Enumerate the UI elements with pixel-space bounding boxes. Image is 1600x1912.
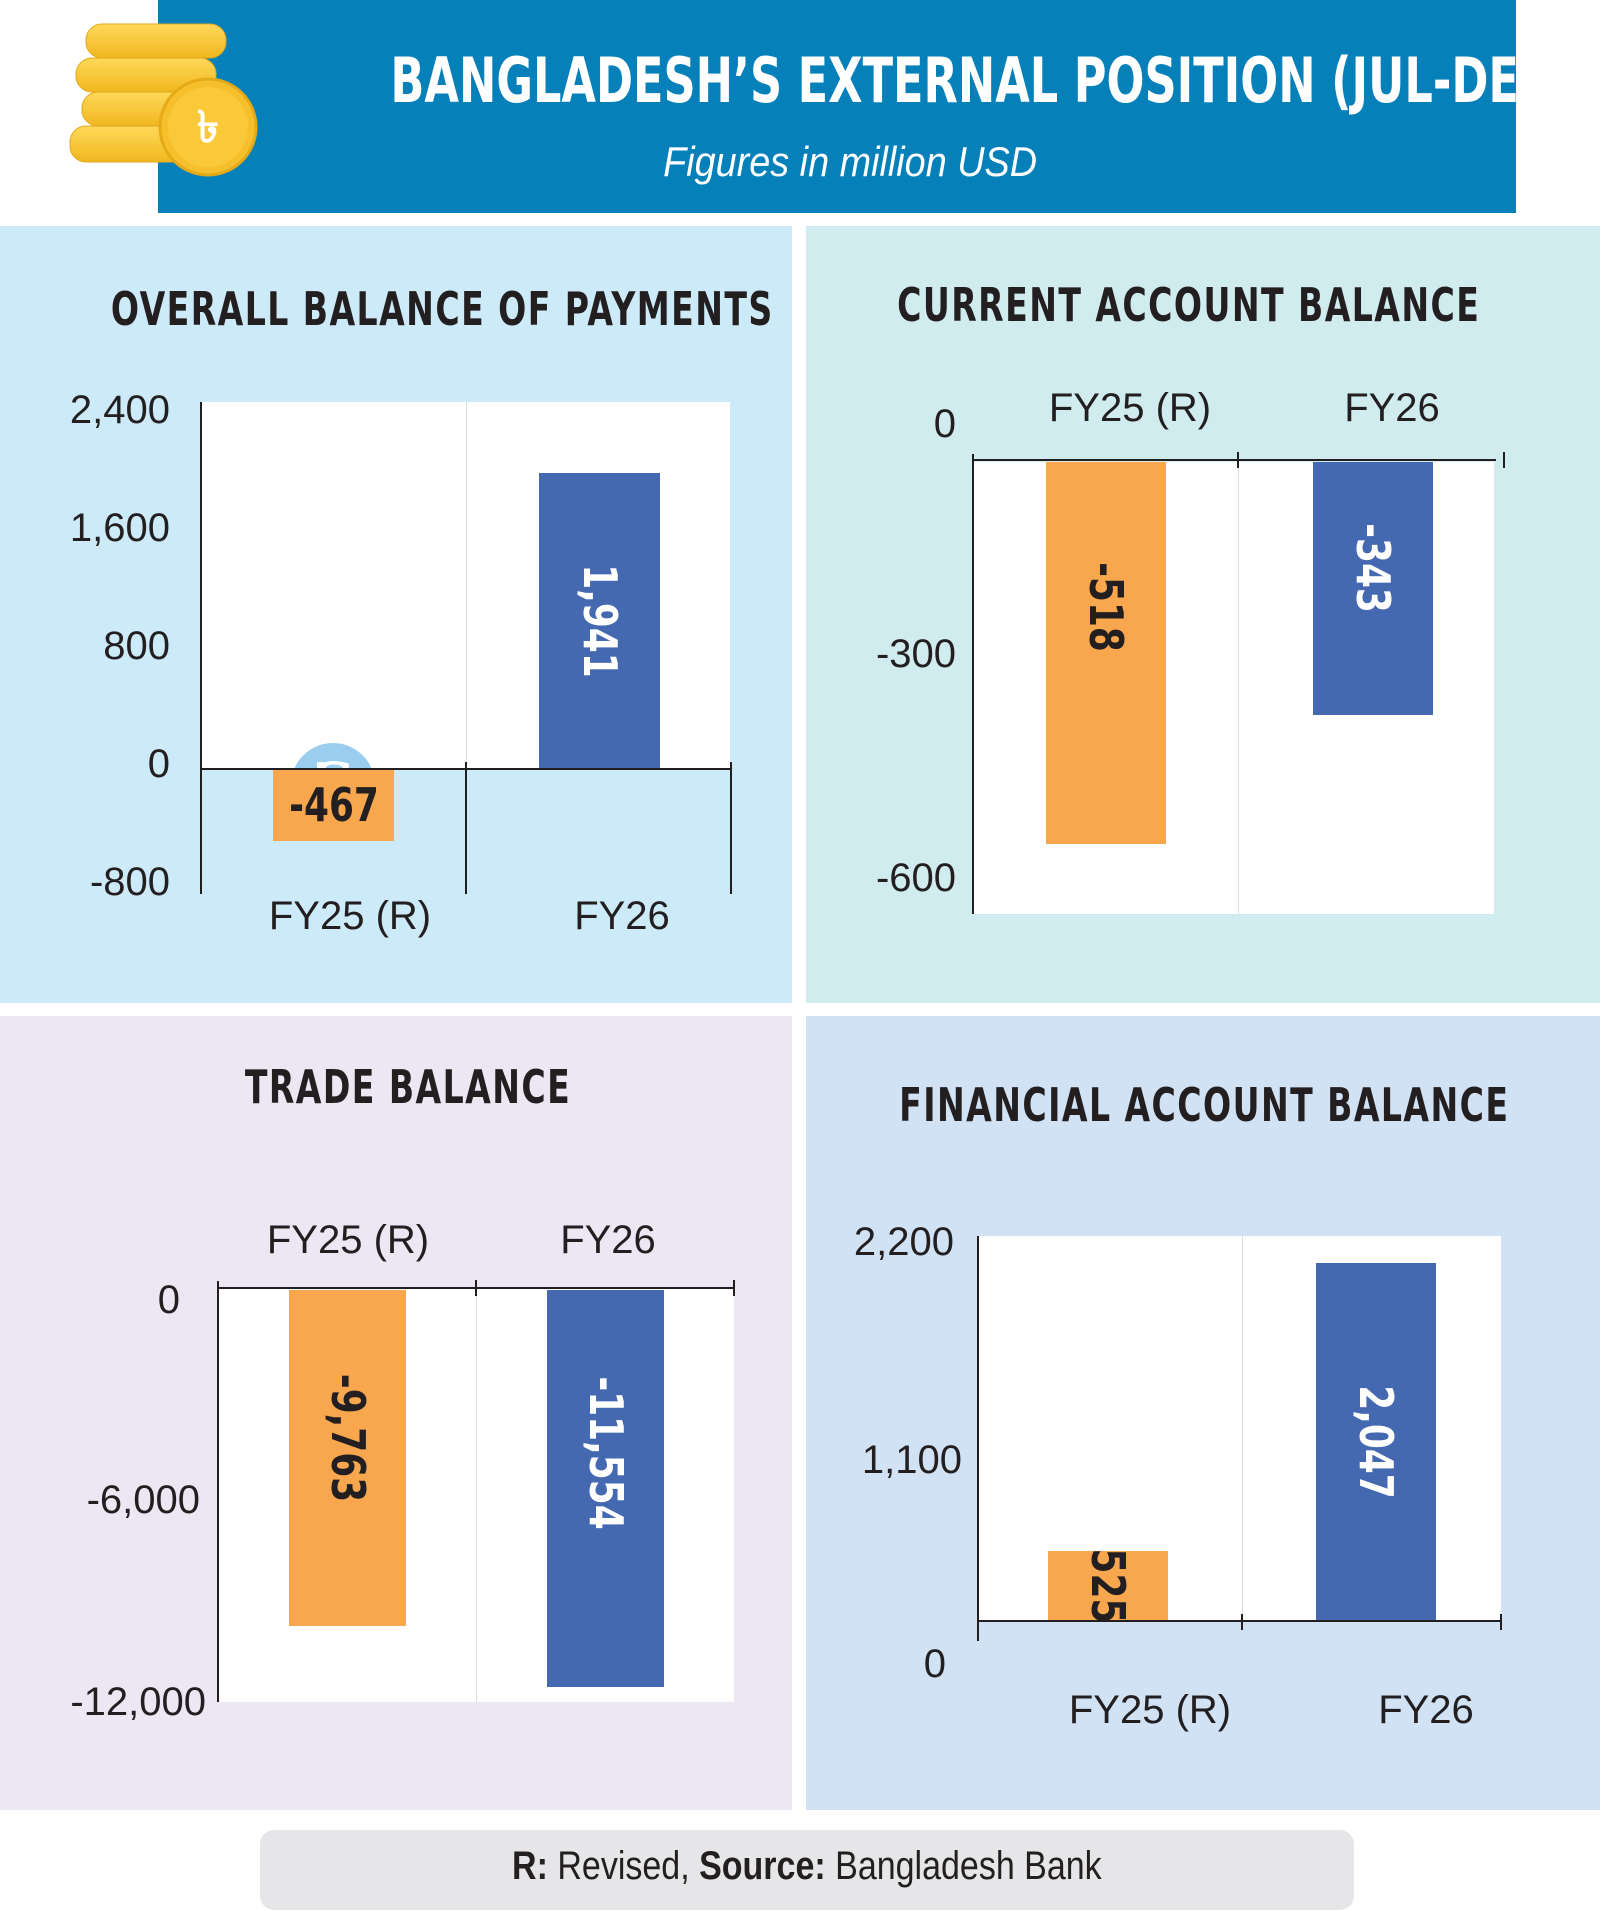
bar-fy25: -518: [1046, 462, 1166, 844]
bar-value-label: 525: [1081, 1548, 1135, 1623]
x-axis-tick: [1241, 1614, 1243, 1630]
y-tick-label: -6,000: [86, 1478, 200, 1522]
chart-title: TRADE BALANCE: [244, 1060, 572, 1114]
bar-fy25: 525: [1048, 1548, 1168, 1623]
source-value: Bangladesh Bank: [825, 1844, 1102, 1888]
x-axis-tick: [1237, 452, 1239, 468]
category-divider: [1238, 462, 1239, 914]
x-axis-tick: [1503, 452, 1505, 468]
source-note: R: Revised, Source: Bangladesh Bank: [512, 1844, 1102, 1889]
y-axis: [977, 1236, 979, 1641]
bar-value-label: 1,941: [572, 563, 627, 678]
y-tick-label: 800: [103, 624, 170, 668]
category-divider: [476, 1289, 477, 1702]
svg-text:৳: ৳: [197, 102, 219, 153]
bar-value-label: -11,554: [578, 1376, 633, 1530]
chart-title: CURRENT ACCOUNT BALANCE: [897, 278, 1481, 332]
revised-key: R:: [512, 1844, 549, 1888]
y-tick-label: 2,400: [69, 388, 170, 432]
x-category-label: FY25 (R): [268, 894, 432, 938]
x-category-label: FY25 (R): [266, 1218, 430, 1262]
x-category-label: FY25 (R): [1048, 386, 1212, 430]
x-axis-tick: [1500, 1614, 1502, 1630]
x-category-label: FY26: [1344, 386, 1440, 430]
x-axis-tick: [730, 762, 732, 894]
y-tick-label: 0: [923, 1642, 946, 1686]
x-category-label: FY25 (R): [1068, 1688, 1232, 1732]
bar-fy26: -343: [1313, 462, 1433, 715]
x-axis-tick: [465, 762, 467, 894]
bar-value-label: -9,763: [320, 1373, 375, 1503]
chart-overall-balance-of-payments: OVERALL BALANCE OF PAYMENTS S 1,941 -467…: [0, 226, 792, 1003]
bar-fy25: -467: [273, 769, 394, 841]
chart-trade-balance: TRADE BALANCE -9,763 -11,554 0 -6,000 -1…: [0, 1016, 792, 1810]
chart-title: OVERALL BALANCE OF PAYMENTS: [110, 282, 774, 336]
chart-title: FINANCIAL ACCOUNT BALANCE: [899, 1078, 1510, 1132]
chart-current-account-balance: CURRENT ACCOUNT BALANCE -518 -343 0 -300…: [806, 226, 1600, 1003]
y-axis: [217, 1281, 219, 1702]
y-tick-label: -12,000: [70, 1680, 206, 1724]
y-tick-label: -300: [875, 632, 956, 676]
bar-fy26: -11,554: [547, 1290, 664, 1687]
y-tick-label: 0: [157, 1278, 180, 1322]
y-tick-label: -800: [89, 860, 170, 904]
bar-value-label: 2,047: [1349, 1384, 1403, 1499]
y-tick-label: 0: [933, 402, 956, 446]
x-axis-tick: [475, 1280, 477, 1296]
page-subtitle: Figures in million USD: [663, 138, 1038, 185]
x-category-label: FY26: [1378, 1688, 1474, 1732]
x-axis: [972, 459, 1496, 461]
page-title: BANGLADESH’S EXTERNAL POSITION (JUL-DEC): [390, 44, 1573, 117]
bar-fy26: 1,941: [539, 473, 660, 768]
x-category-label: FY26: [560, 1218, 656, 1262]
bar-fy25: -9,763: [289, 1290, 406, 1626]
source-footer: R: Revised, Source: Bangladesh Bank: [260, 1830, 1354, 1910]
category-divider: [466, 402, 467, 768]
y-axis: [972, 454, 974, 914]
header-banner: [158, 0, 1516, 213]
x-axis-tick: [733, 1280, 735, 1296]
y-axis: [200, 402, 202, 894]
y-tick-label: -600: [875, 856, 956, 900]
y-tick-label: 1,600: [69, 506, 170, 550]
x-category-label: FY26: [574, 894, 670, 938]
y-tick-label: 1,100: [861, 1438, 962, 1482]
source-key: Source:: [699, 1844, 826, 1888]
y-tick-label: 0: [147, 742, 170, 786]
bar-value-label: -467: [288, 778, 379, 832]
chart-financial-account-balance: FINANCIAL ACCOUNT BALANCE 525 2,047 2,20…: [806, 1016, 1600, 1810]
bar-value-label: -518: [1079, 562, 1133, 653]
x-axis: [977, 1620, 1502, 1622]
coin-stack-icon: ৳: [69, 23, 258, 177]
y-tick-label: 2,200: [853, 1220, 954, 1264]
bar-fy26: 2,047: [1316, 1263, 1436, 1620]
revised-value: Revised,: [548, 1844, 700, 1888]
bar-value-label: -343: [1346, 523, 1400, 614]
category-divider: [1242, 1236, 1243, 1620]
